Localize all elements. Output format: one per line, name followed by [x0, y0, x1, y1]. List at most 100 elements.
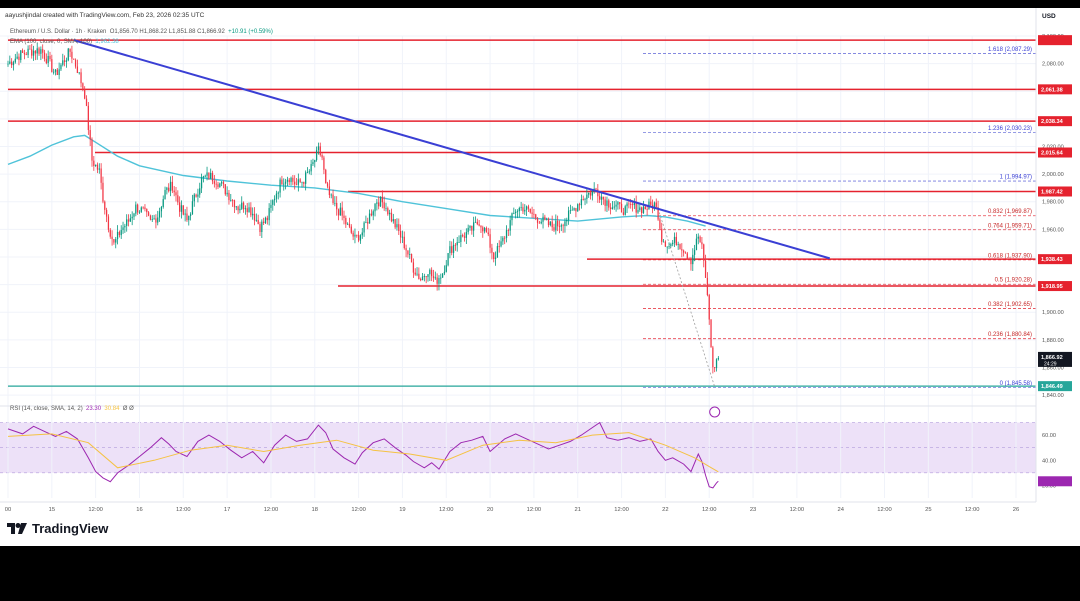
time-tick-label: 25 [925, 507, 931, 513]
current-price-tag [1038, 351, 1072, 367]
alert-icon [709, 406, 721, 418]
candle-down [113, 239, 115, 243]
candle-down [337, 209, 340, 216]
candle-down [295, 184, 298, 186]
candle-up [361, 232, 363, 236]
candle-up [567, 210, 570, 221]
rsi-legend[interactable]: RSI (14, close, SMA, 14, 2) 23.30 30.84 … [10, 406, 134, 412]
candle-up [239, 208, 241, 211]
candle-up [116, 231, 119, 240]
candle-up [580, 199, 583, 206]
candle-up [500, 241, 502, 247]
candle-up [115, 239, 117, 243]
candle-up [637, 210, 639, 213]
candle-up [389, 212, 391, 215]
candle-up [314, 160, 316, 163]
fib-level-label: 0.236 (1,880.84) [988, 332, 1032, 338]
candle-up [452, 244, 455, 253]
candle-down [480, 225, 482, 228]
candle-down [399, 231, 402, 238]
candles-layer [7, 42, 719, 374]
candle-down [104, 201, 106, 210]
candle-down [217, 184, 219, 188]
candle-up [339, 207, 341, 216]
candle-down [644, 206, 646, 210]
time-tick-label: 12:00 [264, 507, 279, 513]
candle-down [208, 172, 210, 179]
candle-up [129, 218, 131, 222]
fib-level-label: 1.236 (2,030.23) [988, 126, 1032, 132]
candle-down [294, 181, 296, 185]
candle-up [440, 277, 442, 279]
price-tick-label: 1,980.00 [1042, 200, 1064, 206]
candle-down [345, 218, 347, 225]
candle-up [189, 214, 192, 216]
candle-down [536, 218, 539, 223]
candle-down [675, 236, 677, 245]
candle-down [42, 49, 44, 53]
rsi-tick-label: 40.00 [1042, 458, 1056, 464]
candle-down [171, 181, 173, 191]
candle-up [401, 236, 404, 238]
candle-down [381, 196, 383, 203]
candle-down [43, 52, 46, 59]
candle-up [261, 221, 263, 233]
candle-up [363, 222, 365, 233]
candle-up [662, 241, 665, 243]
candle-up [365, 222, 367, 223]
rsi-value-tag [1038, 476, 1072, 487]
candle-up [120, 230, 122, 236]
candle-up [53, 71, 55, 73]
candle-up [27, 48, 29, 55]
tradingview-brand[interactable]: TradingView [7, 521, 108, 536]
candle-up [555, 220, 557, 231]
time-tick-label: 20 [487, 507, 493, 513]
candle-down [341, 207, 343, 216]
candle-up [715, 359, 718, 369]
candle-down [619, 202, 621, 204]
candle-down [102, 182, 104, 202]
candle-down [706, 277, 709, 296]
candle-down [378, 202, 380, 207]
candle-down [29, 48, 31, 50]
candle-up [290, 177, 292, 183]
candle-up [591, 190, 593, 196]
rsi-band-layer [0, 422, 1036, 474]
time-tick-label: 12:00 [88, 507, 103, 513]
candle-up [301, 181, 303, 183]
candle-up [20, 50, 22, 60]
time-axis-layer: 00 15 12:00 16 12:00 17 12:00 18 12:00 19 12:00 20 1… [0, 501, 1036, 513]
candle-down [679, 244, 681, 250]
time-tick-label: 17 [224, 507, 230, 513]
rsi-line [7, 421, 719, 489]
candle-up [54, 69, 57, 72]
tradingview-logo-icon [7, 523, 27, 534]
candle-down [367, 222, 369, 224]
candle-up [427, 274, 429, 278]
candle-down [299, 179, 301, 183]
candle-down [562, 225, 564, 227]
candle-down [631, 204, 634, 206]
level-price-tag [1038, 254, 1072, 265]
candle-down [215, 183, 217, 185]
candle-down [76, 66, 79, 73]
candle-down [356, 234, 358, 236]
candle-up [617, 202, 619, 205]
candle-down [558, 226, 561, 228]
candle-down [531, 212, 533, 214]
candle-up [474, 221, 477, 223]
candle-up [60, 64, 62, 70]
level-price-tag [1038, 186, 1072, 197]
candle-up [639, 207, 641, 211]
candle-up [438, 278, 440, 284]
candle-down [608, 200, 610, 208]
ema-legend[interactable]: EMA (100, close, 0, SMA, 100) 1,962.38 [10, 39, 119, 45]
price-chart[interactable]: 1.618 (2,087.29) 1.236 (2,030.23) 1 (1,994… [0, 8, 1080, 546]
candle-up [376, 202, 378, 204]
rsi-tick-label: 60.00 [1042, 433, 1056, 439]
symbol-legend[interactable]: Ethereum / U.S. Dollar · 1h · Kraken O1,… [10, 29, 273, 35]
candle-down [332, 194, 334, 204]
candle-up [9, 61, 11, 64]
candle-down [25, 54, 27, 56]
ohlc-values: O1,856.70 H1,868.22 L1,851.88 C1,866.92 [109, 29, 225, 35]
